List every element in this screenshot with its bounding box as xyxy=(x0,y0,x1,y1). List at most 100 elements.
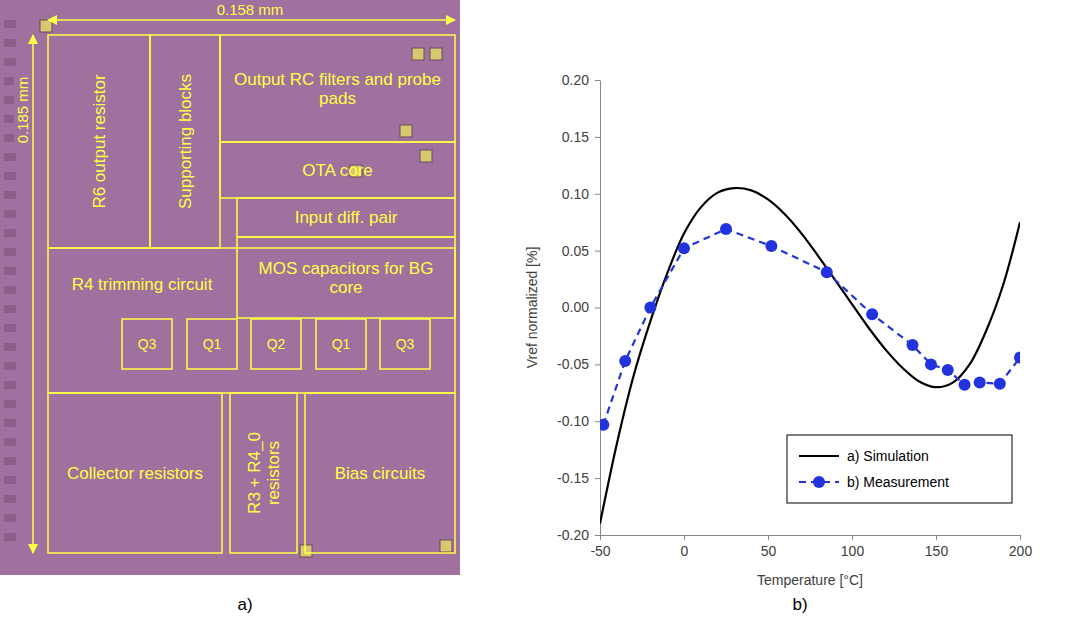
axis-line xyxy=(601,535,1021,536)
io-stripe xyxy=(4,514,16,522)
block-outline xyxy=(316,319,366,369)
pad xyxy=(400,125,412,137)
block-label: Input diff. pair xyxy=(295,208,398,227)
tick-label: -50 xyxy=(590,543,610,559)
io-stripe xyxy=(4,324,16,332)
legend: a) Simulation b) Measurement xyxy=(787,435,1012,503)
tick-label: 100 xyxy=(841,543,865,559)
width-label: 0.158 mm xyxy=(217,1,284,18)
io-stripe xyxy=(4,191,16,199)
io-stripe xyxy=(4,39,16,47)
marker xyxy=(1014,352,1020,364)
tick-mark xyxy=(1020,535,1021,540)
pad xyxy=(40,20,52,32)
plot-area xyxy=(600,188,1020,524)
io-stripe xyxy=(4,305,16,313)
legend-label: b) Measurement xyxy=(847,474,949,490)
tick-label: 0.10 xyxy=(562,186,589,202)
panel-label: a) xyxy=(237,595,252,614)
label-patch xyxy=(214,1,287,18)
tick: -0.20 xyxy=(557,527,600,543)
block-label: Q2 xyxy=(267,336,286,352)
block-label: Bias circuits xyxy=(335,464,426,483)
block-outline xyxy=(48,248,455,393)
tick: -0.10 xyxy=(557,413,600,429)
block-outline xyxy=(220,35,455,142)
height-label: 0.185 mm xyxy=(14,77,31,144)
tick: 100 xyxy=(841,535,865,559)
marker xyxy=(994,378,1006,390)
tick-mark xyxy=(595,80,600,81)
tick-mark xyxy=(595,478,600,479)
marker xyxy=(942,364,954,376)
marker xyxy=(959,379,971,391)
block-outline xyxy=(187,319,237,369)
width-arrow xyxy=(48,19,455,21)
tick-mark xyxy=(595,364,600,365)
height-arrow xyxy=(32,35,34,553)
series-line xyxy=(600,188,1020,524)
pad xyxy=(420,150,432,162)
marker xyxy=(600,419,609,431)
tick-mark xyxy=(595,421,600,422)
block-label: Q3 xyxy=(396,336,415,352)
tick-mark xyxy=(595,137,600,138)
block-outline xyxy=(380,319,430,369)
marker xyxy=(678,242,690,254)
tick-label: -0.10 xyxy=(557,413,589,429)
pad xyxy=(440,540,452,552)
block-label: Q3 xyxy=(138,336,157,352)
marker xyxy=(821,266,833,278)
legend-box xyxy=(787,435,1012,503)
marker xyxy=(974,377,986,389)
panel-label: b) xyxy=(792,595,807,614)
figure: R6 output resistorSupporting blocksOutpu… xyxy=(0,0,1068,627)
marker xyxy=(925,358,937,370)
tick-label: 150 xyxy=(925,543,949,559)
tick: 0.10 xyxy=(562,186,600,202)
tick-label: 0.05 xyxy=(562,243,589,259)
tick-mark xyxy=(768,535,769,540)
axis-line xyxy=(600,81,601,536)
block-outline xyxy=(150,35,220,248)
die-photo: R6 output resistorSupporting blocksOutpu… xyxy=(0,0,460,575)
marker xyxy=(720,223,732,235)
block-label: Q1 xyxy=(332,336,351,352)
block-outline xyxy=(48,393,222,553)
tick-mark xyxy=(684,535,685,540)
block-outline xyxy=(48,35,150,248)
tick-label: -0.20 xyxy=(557,527,589,543)
block-outline xyxy=(230,393,297,553)
tick: 0.05 xyxy=(562,243,600,259)
block-outline xyxy=(237,237,455,318)
io-stripe xyxy=(4,438,16,446)
chart: -0.20-0.15-0.10-0.050.000.050.100.150.20… xyxy=(524,72,1032,588)
die-background xyxy=(0,0,460,575)
tick-mark xyxy=(595,251,600,252)
block-label: MOS capacitors for BGcore xyxy=(259,259,434,298)
legend-marker xyxy=(813,476,825,488)
tick: 0.20 xyxy=(562,72,600,88)
io-stripe xyxy=(4,267,16,275)
tick: 200 xyxy=(1009,535,1033,559)
tick-label: -0.15 xyxy=(557,470,589,486)
marker xyxy=(765,240,777,252)
io-stripe xyxy=(4,362,16,370)
io-stripe xyxy=(4,20,16,28)
tick-label: 0.20 xyxy=(562,72,589,88)
pad xyxy=(412,48,424,60)
label-patch xyxy=(14,74,31,147)
block-label: Q1 xyxy=(203,336,222,352)
io-stripe xyxy=(4,58,16,66)
block-outline xyxy=(122,319,172,369)
io-stripe xyxy=(4,229,16,237)
io-stripe xyxy=(4,153,16,161)
io-stripe xyxy=(4,172,16,180)
tick-label: 0.00 xyxy=(562,299,589,315)
io-stripe xyxy=(4,343,16,351)
block-label: Supporting blocks xyxy=(176,74,195,209)
marker xyxy=(906,339,918,351)
tick-mark xyxy=(600,535,601,540)
legend-label: a) Simulation xyxy=(847,448,929,464)
x-axis: -50050100150200 xyxy=(590,535,1032,559)
